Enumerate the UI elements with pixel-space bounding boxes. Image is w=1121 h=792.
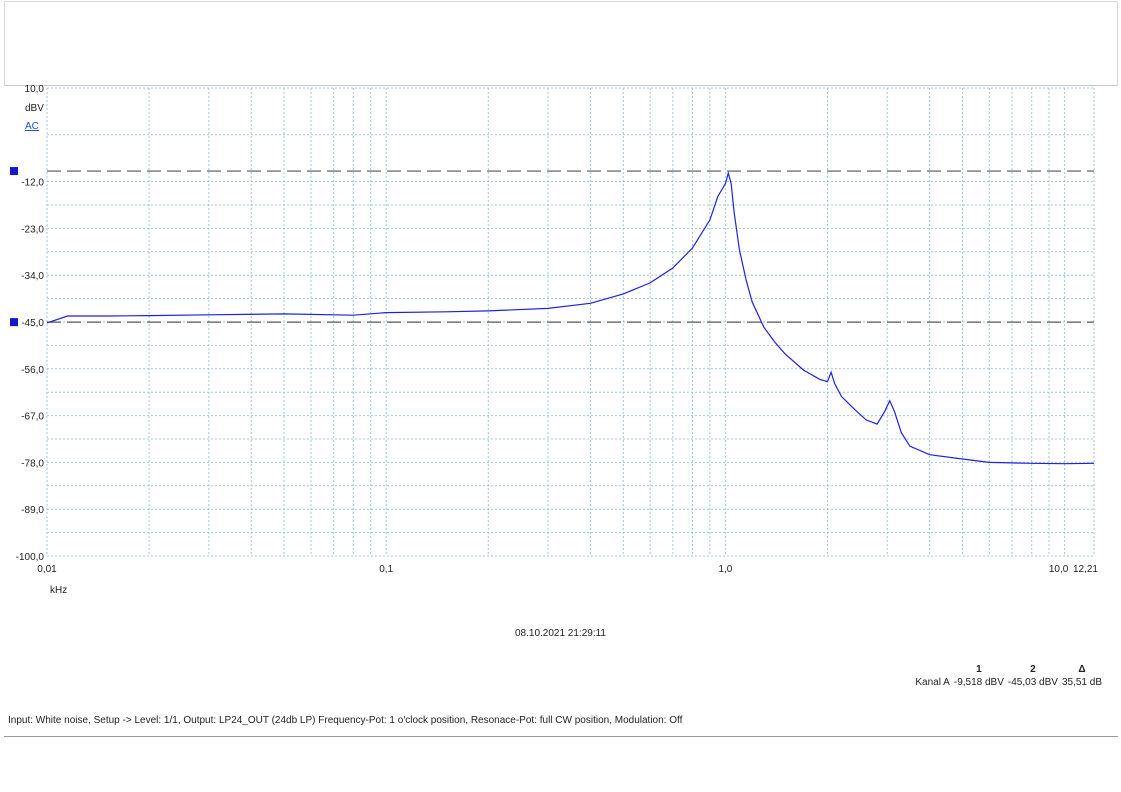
cursor-readout: 1 2 Δ Kanal A -9,518 dBV -45,03 dBV 35,5… xyxy=(911,663,1102,689)
frequency-response-chart: 10,0 -12,0 -23,0 -34,0 -45,0 -56,0 -67,0 -78,0 -… xyxy=(10,84,1098,596)
x-tick-label: 1,0 xyxy=(718,564,732,575)
y-tick-label: -89,0 xyxy=(21,505,44,516)
y-tick-label: -56,0 xyxy=(21,365,44,376)
coupling-mode-link[interactable]: AC xyxy=(25,121,39,132)
readout-header-2: 2 xyxy=(1030,664,1036,675)
y-axis-ticks: 10,0 -12,0 -23,0 -34,0 -45,0 -56,0 -67,0 -78,0 -… xyxy=(16,84,45,563)
y-tick-label: 10,0 xyxy=(25,84,45,95)
x-axis-ticks: 0,01 0,1 1,0 10,0 12,21 xyxy=(37,564,1098,575)
y-tick-label: -100,0 xyxy=(16,552,45,563)
readout-channel: Kanal A xyxy=(915,677,950,688)
bottom-panel xyxy=(4,736,1118,792)
x-tick-label: 0,01 xyxy=(37,564,57,575)
x-tick-label: 10,0 xyxy=(1049,564,1069,575)
y-tick-label: -34,0 xyxy=(21,271,44,282)
y-tick-label: -78,0 xyxy=(21,458,44,469)
y-tick-label: -12,0 xyxy=(21,178,44,189)
y-tick-label: -45,0 xyxy=(21,318,44,329)
y-tick-label: -23,0 xyxy=(21,224,44,235)
y-unit-label: dBV xyxy=(25,103,44,114)
timestamp: 08.10.2021 21:29:11 xyxy=(514,628,606,639)
cursor-marker[interactable] xyxy=(10,318,18,327)
top-panel xyxy=(4,1,1118,86)
cursor-marker[interactable] xyxy=(10,167,18,176)
readout-value-1: -9,518 dBV xyxy=(953,677,1004,688)
readout-value-delta: 35,51 dB xyxy=(1061,677,1102,688)
series-line xyxy=(46,170,1095,465)
cursor-lines[interactable] xyxy=(10,167,1094,327)
readout-header-1: 1 xyxy=(976,664,982,675)
readout-header-delta: Δ xyxy=(1078,664,1086,675)
y-tick-label: -67,0 xyxy=(21,412,44,423)
x-tick-label: 0,1 xyxy=(379,564,393,575)
readout-value-2: -45,03 dBV xyxy=(1007,677,1058,688)
x-unit-label: kHz xyxy=(50,585,67,596)
measurement-caption: Input: White noise, Setup -> Level: 1/1,… xyxy=(8,715,683,726)
x-tick-label: 12,21 xyxy=(1073,564,1098,575)
